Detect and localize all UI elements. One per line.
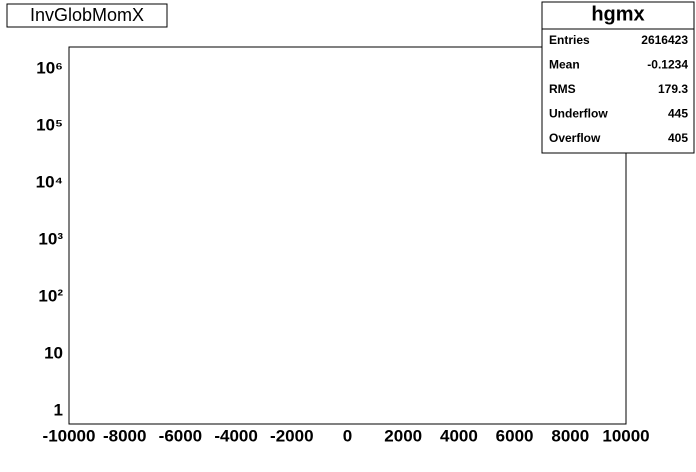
chart-title: InvGlobMomX — [30, 5, 144, 25]
x-tick-label: -6000 — [159, 426, 202, 445]
stats-label: Mean — [549, 58, 580, 72]
y-tick-label: 10⁴ — [36, 172, 63, 191]
stats-label: Overflow — [549, 131, 601, 145]
title-box — [6, 3, 168, 28]
x-tick-label: 10000 — [602, 426, 649, 445]
y-tick-label: 10⁶ — [36, 58, 63, 77]
y-tick-label: 10 — [44, 343, 63, 362]
stats-label: Underflow — [549, 107, 608, 121]
x-tick-label: 8000 — [551, 426, 589, 445]
plot-frame — [68, 46, 627, 425]
y-tick-label: 1 — [54, 400, 63, 419]
stats-value: 2616423 — [641, 33, 688, 47]
stats-label: RMS — [549, 82, 576, 96]
stats-frame — [541, 1, 695, 154]
x-tick-label: -4000 — [214, 426, 257, 445]
y-tick-label: 10⁵ — [36, 115, 63, 134]
stats-value: 179.3 — [658, 82, 688, 96]
x-tick-label: 0 — [343, 426, 352, 445]
x-tick-label: -2000 — [270, 426, 313, 445]
x-tick-label: 6000 — [496, 426, 534, 445]
stats-value: 445 — [668, 107, 688, 121]
stats-value: -0.1234 — [647, 58, 688, 72]
stats-value: 405 — [668, 131, 688, 145]
x-tick-label: -10000 — [43, 426, 96, 445]
x-tick-label: 4000 — [440, 426, 478, 445]
y-tick-label: 10³ — [38, 229, 63, 248]
y-tick-label: 10² — [38, 286, 63, 305]
stats-box: hgmx — [541, 1, 695, 154]
x-tick-label: -8000 — [103, 426, 146, 445]
x-tick-label: 2000 — [384, 426, 422, 445]
stats-label: Entries — [549, 33, 590, 47]
stats-title: hgmx — [591, 3, 644, 25]
